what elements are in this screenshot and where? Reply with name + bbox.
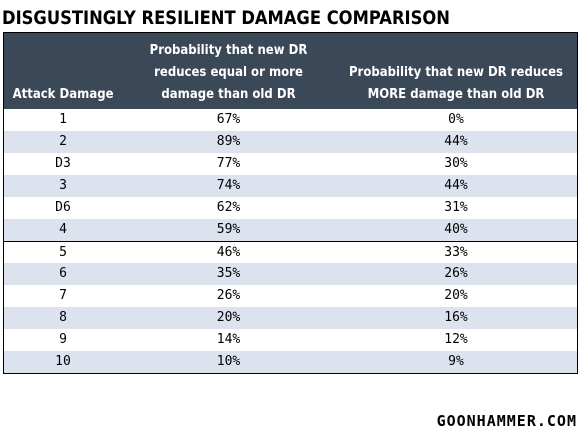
table-row: 10 10% 9% xyxy=(4,351,577,373)
table-row: 6 35% 26% xyxy=(4,263,577,285)
cell-attack-damage: 6 xyxy=(59,266,67,281)
cell-attack-damage: 3 xyxy=(59,178,67,193)
cell-equal-or-more: 26% xyxy=(216,288,241,303)
cell-equal-or-more: 89% xyxy=(216,134,241,149)
cell-equal-or-more: 10% xyxy=(216,354,241,369)
table-row: D3 77% 30% xyxy=(4,153,577,175)
table-row: 1 67% 0% xyxy=(4,109,577,131)
cell-more: 31% xyxy=(444,200,468,215)
table-row: 3 74% 44% xyxy=(4,175,577,197)
table-row: 9 14% 12% xyxy=(4,329,577,351)
cell-attack-damage: D3 xyxy=(55,156,71,171)
site-credit: GOONHAMMER.COM xyxy=(436,412,577,430)
table-row: 5 46% 33% xyxy=(4,241,577,263)
cell-attack-damage: 7 xyxy=(59,288,67,303)
table-row: 8 20% 16% xyxy=(4,307,577,329)
table-row: 2 89% 44% xyxy=(4,131,577,153)
cell-equal-or-more: 77% xyxy=(216,156,241,171)
table-row: 4 59% 40% xyxy=(4,219,577,241)
page-title: DISGUSTINGLY RESILIENT DAMAGE COMPARISON xyxy=(2,7,450,29)
cell-more: 30% xyxy=(444,156,468,171)
cell-equal-or-more: 67% xyxy=(216,112,241,127)
cell-more: 33% xyxy=(444,245,468,260)
cell-attack-damage: D6 xyxy=(55,200,71,215)
header-equal-or-more: Probability that new DR reduces equal or… xyxy=(149,43,308,102)
cell-more: 26% xyxy=(444,266,468,281)
cell-equal-or-more: 59% xyxy=(216,222,241,237)
cell-more: 40% xyxy=(444,222,468,237)
cell-attack-damage: 1 xyxy=(59,112,67,127)
cell-equal-or-more: 14% xyxy=(216,332,241,347)
table-row: D6 62% 31% xyxy=(4,197,577,219)
cell-attack-damage: 8 xyxy=(59,310,67,325)
cell-equal-or-more: 74% xyxy=(216,178,241,193)
cell-equal-or-more: 46% xyxy=(216,245,241,260)
table-header: Attack Damage Probability that new DR re… xyxy=(4,33,577,109)
cell-more: 44% xyxy=(444,178,468,193)
cell-more: 44% xyxy=(444,134,468,149)
cell-attack-damage: 5 xyxy=(59,245,67,260)
table-row: 7 26% 20% xyxy=(4,285,577,307)
cell-equal-or-more: 35% xyxy=(216,266,241,281)
cell-attack-damage: 9 xyxy=(59,332,67,347)
cell-more: 16% xyxy=(444,310,468,325)
cell-more: 20% xyxy=(444,288,468,303)
cell-equal-or-more: 20% xyxy=(216,310,241,325)
cell-more: 12% xyxy=(444,332,468,347)
cell-attack-damage: 10 xyxy=(55,354,71,369)
header-more: Probability that new DR reduces MORE dam… xyxy=(348,65,564,102)
cell-equal-or-more: 62% xyxy=(216,200,241,215)
cell-more: 0% xyxy=(448,112,464,127)
header-attack-damage: Attack Damage xyxy=(12,87,114,102)
cell-attack-damage: 4 xyxy=(59,222,67,237)
cell-attack-damage: 2 xyxy=(59,134,67,149)
cell-more: 9% xyxy=(448,354,464,369)
damage-comparison-table: Attack Damage Probability that new DR re… xyxy=(3,32,578,374)
